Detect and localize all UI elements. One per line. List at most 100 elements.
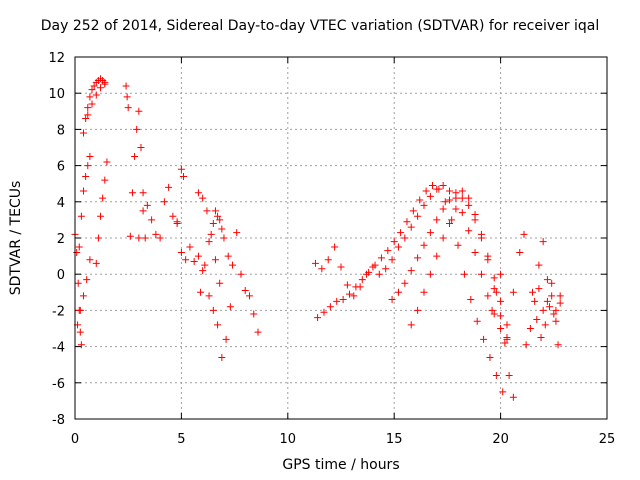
series-arc-11 <box>177 243 207 275</box>
data-point <box>426 229 434 237</box>
data-point <box>76 328 84 336</box>
data-point <box>197 288 205 296</box>
series-arc-7 <box>122 82 132 112</box>
series-arc-5 <box>84 80 109 119</box>
data-point <box>435 185 443 193</box>
data-point <box>337 263 345 271</box>
series-arc-17 <box>314 182 507 396</box>
data-point <box>420 241 428 249</box>
data-point <box>526 325 534 332</box>
data-point <box>439 205 447 213</box>
data-point <box>492 288 500 296</box>
data-point <box>224 252 232 260</box>
data-point <box>186 243 194 251</box>
data-point <box>126 232 134 240</box>
data-point <box>86 256 94 264</box>
data-point <box>86 93 94 101</box>
data-point <box>503 321 511 329</box>
data-point <box>326 303 334 311</box>
data-point <box>139 207 147 215</box>
data-point <box>165 183 173 191</box>
data-point <box>497 270 505 278</box>
series-arc-20 <box>465 201 528 343</box>
data-point <box>173 218 181 226</box>
data-point <box>218 225 226 233</box>
series-arc-23 <box>529 288 562 349</box>
data-point <box>397 229 405 237</box>
data-point <box>543 297 551 305</box>
data-point <box>522 341 530 349</box>
data-point <box>199 267 207 275</box>
data-point <box>209 220 217 228</box>
data-point <box>82 172 90 180</box>
series-arc-10 <box>173 165 188 226</box>
data-point <box>88 86 96 94</box>
data-point <box>541 321 549 329</box>
data-point <box>214 321 222 329</box>
data-point <box>177 248 185 256</box>
y-tick-label: 0 <box>57 268 65 283</box>
data-point <box>509 393 517 401</box>
series-arc-8 <box>126 107 149 242</box>
data-point <box>394 243 402 251</box>
series-arc-2 <box>74 256 94 329</box>
y-tick-label: 12 <box>48 51 65 66</box>
data-point <box>101 176 109 184</box>
data-point <box>505 372 513 380</box>
data-point <box>90 82 98 90</box>
series-arc-21 <box>488 270 517 401</box>
data-point <box>552 317 560 325</box>
data-point <box>75 243 83 251</box>
y-tick-label: -6 <box>52 377 65 392</box>
plot-frame <box>74 56 608 420</box>
data-point <box>205 292 213 300</box>
data-point <box>216 216 224 224</box>
data-point <box>123 93 131 101</box>
data-point <box>365 268 373 276</box>
y-tick-label: -8 <box>52 413 65 428</box>
chart-title: Day 252 of 2014, Sidereal Day-to-day VTE… <box>40 18 600 34</box>
data-point <box>509 288 517 296</box>
data-point <box>346 290 354 298</box>
data-point <box>177 165 185 173</box>
data-point <box>388 296 396 304</box>
x-tick-label: 15 <box>386 432 403 447</box>
data-point <box>554 341 562 349</box>
data-point <box>333 297 341 305</box>
data-point <box>446 220 454 228</box>
data-point <box>250 310 258 318</box>
data-point <box>480 335 488 343</box>
data-point <box>241 286 249 294</box>
data-point <box>414 306 422 314</box>
data-point <box>375 270 383 278</box>
data-point <box>343 281 351 289</box>
data-point <box>543 276 551 284</box>
data-point <box>556 299 564 307</box>
data-markers <box>71 75 564 401</box>
data-point <box>499 388 507 396</box>
axis-ticks: 0 5 10 15 20 25 -8 -6 -4 -2 0 2 4 6 8 10 12 <box>48 51 615 447</box>
y-tick-label: 2 <box>57 232 65 247</box>
data-point <box>477 270 485 278</box>
data-point <box>454 241 462 249</box>
data-point <box>77 341 85 349</box>
data-point <box>86 153 94 161</box>
series-arc-18 <box>388 187 511 329</box>
data-point <box>318 265 326 273</box>
series-arc-12 <box>194 189 224 287</box>
y-axis-label: SDTVAR / TECUs <box>8 180 24 296</box>
y-tick-label: -2 <box>52 304 65 319</box>
x-tick-label: 20 <box>492 432 509 447</box>
data-point <box>548 279 556 287</box>
data-point <box>465 227 473 235</box>
data-point <box>516 248 524 256</box>
data-point <box>533 315 541 323</box>
data-point <box>182 256 190 264</box>
data-point <box>384 247 392 255</box>
data-point <box>194 252 202 260</box>
series-arc-16 <box>311 182 511 342</box>
data-point <box>458 194 466 202</box>
data-point <box>414 212 422 220</box>
data-point <box>254 328 262 336</box>
